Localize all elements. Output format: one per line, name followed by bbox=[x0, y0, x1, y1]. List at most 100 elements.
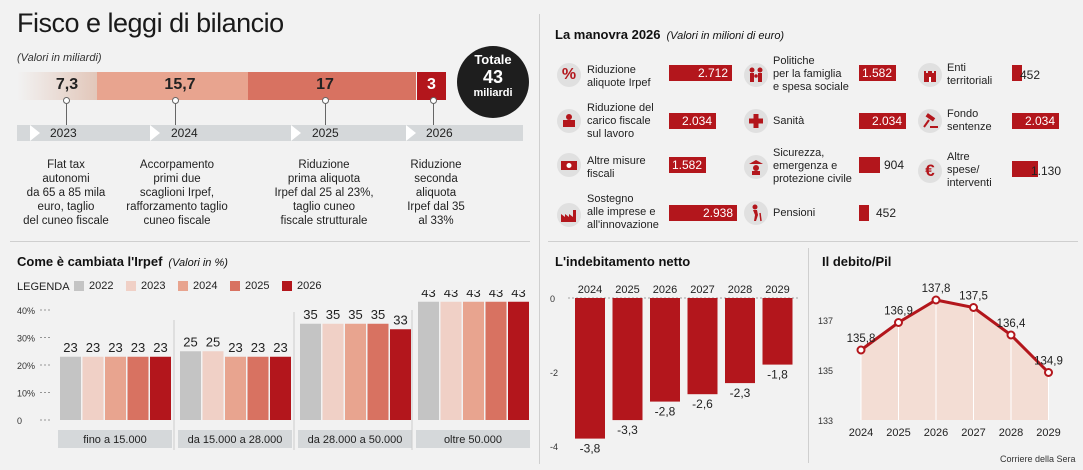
label-line: e spesa sociale bbox=[773, 81, 849, 93]
irpef-bar-label: 43 bbox=[444, 290, 458, 300]
timeline-year: 2023 bbox=[50, 126, 77, 140]
deficit-bar-label: -1,8 bbox=[767, 368, 788, 382]
timeline-desc-2023: Flat tax autonomi da 65 a 85 mila euro, … bbox=[14, 158, 118, 228]
manovra-label: Sanità bbox=[773, 115, 804, 128]
debt-point bbox=[894, 318, 903, 327]
y-tick-label: 0 bbox=[17, 416, 22, 426]
x-tick-label: 2029 bbox=[765, 284, 789, 296]
timeline-bar bbox=[17, 125, 523, 141]
manovra-label: Fondo sentenze bbox=[947, 108, 992, 134]
deficit-bar-label: -2,3 bbox=[730, 386, 751, 400]
x-tick-label: 2026 bbox=[653, 284, 677, 296]
legend-swatch bbox=[74, 281, 84, 291]
legend-swatch bbox=[126, 281, 136, 291]
gavel-icon bbox=[918, 109, 942, 133]
label-line: sentenze bbox=[947, 121, 992, 133]
manovra-bar: 2.034 bbox=[669, 113, 716, 129]
desc-line: Riduzione bbox=[410, 159, 462, 171]
irpef-bar-label: 25 bbox=[183, 334, 197, 349]
category-bg bbox=[58, 430, 172, 448]
legend-swatch bbox=[178, 281, 188, 291]
label-line: spese/ bbox=[947, 164, 980, 176]
manovra-bar bbox=[859, 205, 869, 221]
desc-line: da 65 a 85 mila bbox=[26, 187, 106, 199]
manovra-value: 452 bbox=[876, 206, 897, 220]
y-tick-label: 30% bbox=[17, 334, 35, 344]
irpef-bar bbox=[463, 301, 484, 420]
family-icon bbox=[744, 63, 768, 87]
irpef-bar bbox=[247, 356, 269, 420]
timeline-pin bbox=[66, 100, 67, 125]
x-tick-label: 2027 bbox=[961, 427, 985, 439]
manovra-label: Altre misure fiscali bbox=[587, 155, 646, 181]
page-title: Fisco e leggi di bilancio bbox=[17, 8, 284, 38]
manovra-bar bbox=[859, 157, 880, 173]
segment-2026 bbox=[417, 72, 446, 100]
manovra-subtitle: (Valori in milioni di euro) bbox=[666, 30, 785, 42]
irpef-subtitle: (Valori in %) bbox=[168, 257, 228, 269]
manovra-label: Sicurezza, emergenza e protezione civile bbox=[773, 147, 852, 186]
segment-value: 15,7 bbox=[164, 76, 196, 93]
label-line: Altre misure bbox=[587, 155, 646, 167]
irpef-bar bbox=[390, 329, 411, 420]
y-tick-label: 135 bbox=[818, 366, 833, 376]
label-line: Pensioni bbox=[773, 207, 816, 219]
bar-value: 1.582 bbox=[861, 66, 892, 80]
debt-point bbox=[931, 295, 941, 305]
desc-line: Riduzione bbox=[298, 159, 350, 171]
desc-line: seconda bbox=[414, 173, 458, 185]
x-tick-label: 2028 bbox=[728, 284, 752, 296]
timeline-desc-2026: Riduzione seconda aliquota Irpef dal 35 … bbox=[396, 158, 476, 228]
irpef-bar bbox=[345, 323, 366, 420]
irpef-bar bbox=[418, 301, 439, 420]
desc-line: aliquota bbox=[415, 187, 457, 199]
label-line: territoriali bbox=[947, 75, 993, 87]
category-label: fino a 15.000 bbox=[83, 434, 147, 446]
irpef-bar bbox=[127, 356, 149, 420]
irpef-bar-label: 25 bbox=[206, 334, 220, 349]
deficit-bar-label: -3,8 bbox=[580, 442, 601, 456]
label-line: Enti bbox=[947, 62, 966, 74]
irpef-bar-label: 23 bbox=[131, 340, 145, 355]
timeline-arrow-icon bbox=[30, 125, 40, 141]
deficit-bar bbox=[762, 298, 793, 365]
deficit-bar bbox=[725, 298, 755, 384]
desc-line: scaglioni Irpef, bbox=[139, 187, 215, 199]
totale-unit: miliardi bbox=[473, 87, 513, 99]
desc-line: autonomi bbox=[42, 173, 90, 185]
x-tick-label: 2024 bbox=[849, 427, 873, 439]
manovra-title: La manovra 2026 (Valori in milioni di eur… bbox=[555, 27, 784, 42]
manovra-bar: 2.938 bbox=[669, 205, 737, 221]
bar-value: 2.034 bbox=[681, 114, 712, 128]
manovra-title-text: La manovra 2026 bbox=[555, 27, 661, 42]
timeline-desc-2025: Riduzione prima aliquota Irpef dal 25 al… bbox=[262, 158, 386, 228]
manovra-label: Politiche per la famiglia e spesa social… bbox=[773, 55, 849, 94]
irpef-bar bbox=[270, 356, 291, 420]
label-line: fiscali bbox=[587, 168, 615, 180]
irpef-bar-label: 23 bbox=[228, 340, 242, 355]
debt-point-label: 136,4 bbox=[997, 318, 1026, 330]
factory-icon bbox=[557, 203, 581, 227]
debt-area bbox=[861, 300, 1049, 420]
debt-point bbox=[856, 345, 866, 355]
irpef-bar-label: 23 bbox=[108, 340, 122, 355]
irpef-bar-label: 23 bbox=[86, 340, 100, 355]
timeline-pin bbox=[175, 100, 176, 125]
irpef-bar bbox=[60, 356, 81, 420]
irpef-bar-label: 35 bbox=[326, 307, 340, 322]
irpef-title: Come è cambiata l'Irpef (Valori in %) bbox=[17, 254, 228, 269]
irpef-bar-label: 23 bbox=[273, 340, 287, 355]
segment-2023 bbox=[17, 72, 97, 100]
y-tick-label: -4 bbox=[550, 442, 558, 452]
label-line: Altre bbox=[947, 151, 970, 163]
irpef-bar bbox=[180, 351, 201, 420]
manovra-label: Pensioni bbox=[773, 207, 815, 220]
manovra-label: Sostegno alle imprese e all'innovazione bbox=[587, 193, 659, 232]
legend-item: 2023 bbox=[141, 280, 166, 292]
x-tick-label: 2025 bbox=[615, 284, 639, 296]
divider-vertical bbox=[539, 14, 540, 464]
y-tick-label: -2 bbox=[550, 368, 558, 378]
page-subtitle: (Valori in miliardi) bbox=[17, 52, 102, 64]
manovra-bar: 2.034 bbox=[1012, 113, 1059, 129]
bar-value: 2.712 bbox=[697, 66, 728, 80]
